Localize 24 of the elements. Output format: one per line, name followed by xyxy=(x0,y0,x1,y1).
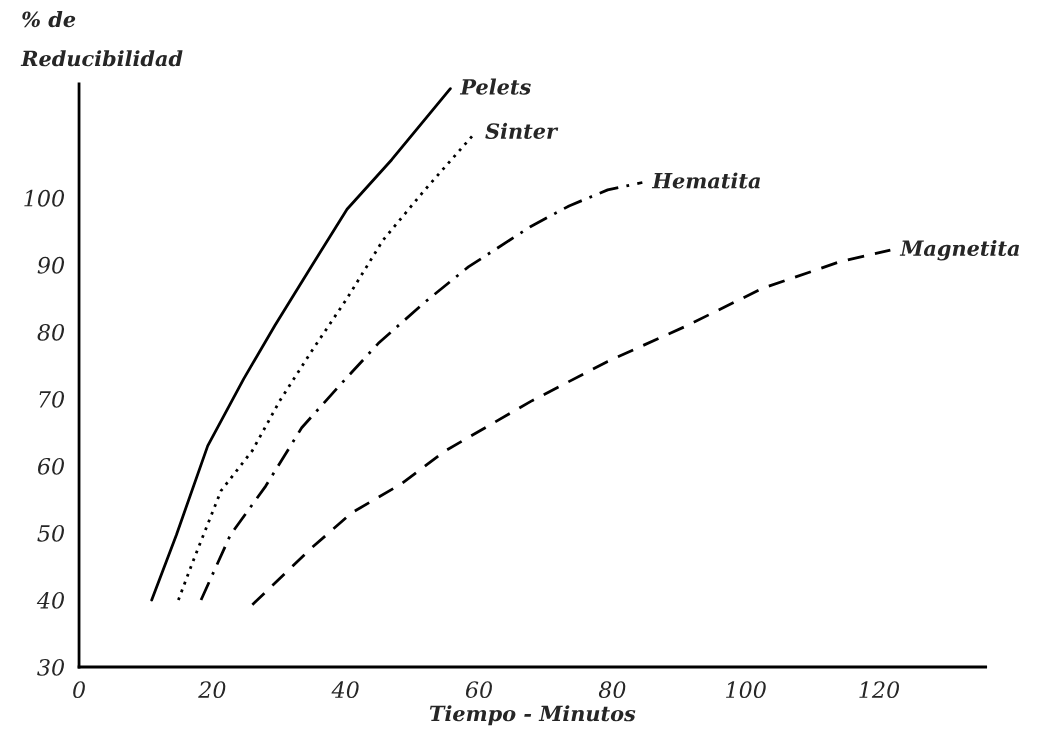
x-tick-label: 20 xyxy=(198,681,226,699)
line-series xyxy=(199,181,644,602)
series-label: Pelets xyxy=(459,78,531,95)
y-tick-label: 30 xyxy=(37,658,65,676)
y-tick-label: 80 xyxy=(37,323,65,341)
y-tick-label: 100 xyxy=(24,189,65,207)
series-label: Sinter xyxy=(485,122,559,139)
y-tick-label: 90 xyxy=(37,256,65,274)
y-tick-label: 70 xyxy=(39,390,65,408)
x-tick-label: 40 xyxy=(331,681,359,699)
line-series xyxy=(250,248,892,607)
series-label: Hematita xyxy=(651,172,761,189)
x-tick-label: 80 xyxy=(598,681,626,699)
y-axis-title: % de Reducibilidad xyxy=(20,11,183,67)
x-tick-label: 120 xyxy=(859,681,900,699)
y-tick-label: 40 xyxy=(36,591,65,609)
line-series xyxy=(150,87,452,602)
x-tick-label: 0 xyxy=(73,681,85,699)
y-tick-label: 60 xyxy=(37,457,65,475)
series-label: Magnetita xyxy=(899,239,1020,261)
x-tick-label: 100 xyxy=(726,681,766,699)
x-tick-label: 60 xyxy=(465,681,493,699)
y-tick-label: 50 xyxy=(37,524,65,542)
x-axis-title: Tiempo - Minutos xyxy=(429,705,636,726)
